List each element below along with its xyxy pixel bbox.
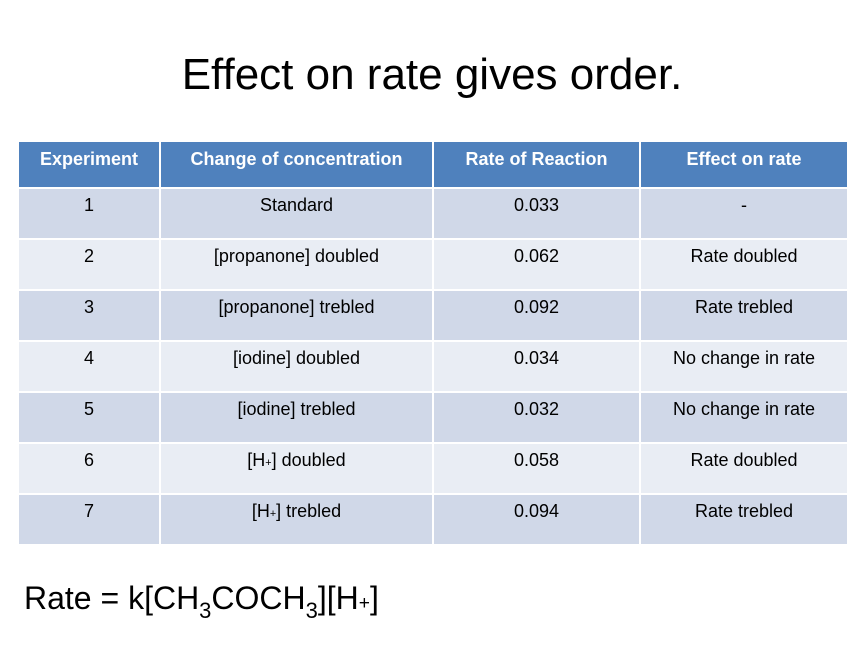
experiment-cell: 1: [17, 187, 161, 240]
equation-part-3: ][H: [317, 580, 359, 616]
header-rate-of-reaction: Rate of Reaction: [432, 140, 641, 189]
rate-cell: 0.062: [432, 238, 641, 291]
equation-part-2: COCH: [211, 580, 306, 616]
change-superscript: +: [265, 457, 272, 469]
effect-cell: -: [639, 187, 849, 240]
experiment-cell: 4: [17, 340, 161, 393]
rate-cell: 0.034: [432, 340, 641, 393]
change-prefix: [H: [251, 501, 270, 521]
equation-part-4: ]: [370, 580, 379, 616]
change-cell: [iodine] trebled: [159, 391, 434, 444]
experiment-cell: 7: [17, 493, 161, 546]
slide-title: Effect on rate gives order.: [181, 50, 683, 99]
rate-cell: 0.032: [432, 391, 641, 444]
table-row: 6 [H+] doubled 0.058 Rate doubled: [17, 442, 849, 495]
experiment-cell: 5: [17, 391, 161, 444]
table-row: 7 [H+] trebled 0.094 Rate trebled: [17, 493, 849, 546]
rate-cell: 0.094: [432, 493, 641, 546]
effect-cell: No change in rate: [639, 340, 849, 393]
effect-cell: Rate doubled: [639, 238, 849, 291]
change-suffix: ] trebled: [276, 501, 342, 521]
change-cell: [iodine] doubled: [159, 340, 434, 393]
table-row: 4 [iodine] doubled 0.034 No change in ra…: [17, 340, 849, 393]
change-cell: [H+] trebled: [159, 493, 434, 546]
equation-part-1: Rate = k[CH: [24, 580, 200, 616]
header-experiment: Experiment: [17, 140, 161, 189]
change-cell: [propanone] trebled: [159, 289, 434, 342]
change-cell: [propanone] doubled: [159, 238, 434, 291]
change-cell: [H+] doubled: [159, 442, 434, 495]
rate-cell: 0.033: [432, 187, 641, 240]
effect-cell: No change in rate: [639, 391, 849, 444]
rate-cell: 0.058: [432, 442, 641, 495]
rate-equation: Rate = k[CH3COCH3][H+]: [24, 580, 379, 622]
effect-cell: Rate doubled: [639, 442, 849, 495]
effect-cell: Rate trebled: [639, 493, 849, 546]
experiment-cell: 6: [17, 442, 161, 495]
rate-cell: 0.092: [432, 289, 641, 342]
effect-cell: Rate trebled: [639, 289, 849, 342]
table-row: 2 [propanone] doubled 0.062 Rate doubled: [17, 238, 849, 291]
equation-superscript: +: [358, 593, 370, 614]
experiment-cell: 3: [17, 289, 161, 342]
table-row: 1 Standard 0.033 -: [17, 187, 849, 240]
table-row: 5 [iodine] trebled 0.032 No change in ra…: [17, 391, 849, 444]
header-effect-on-rate: Effect on rate: [639, 140, 849, 189]
experiment-cell: 2: [17, 238, 161, 291]
change-prefix: [H: [247, 450, 266, 470]
rate-table: Experiment Change of concentration Rate …: [17, 140, 849, 546]
equation-subscript-1: 3: [199, 598, 212, 623]
equation-subscript-2: 3: [305, 598, 318, 623]
change-suffix: ] doubled: [271, 450, 346, 470]
table-header-row: Experiment Change of concentration Rate …: [17, 140, 849, 189]
header-change-of-concentration: Change of concentration: [159, 140, 434, 189]
change-superscript: +: [269, 508, 277, 520]
table-row: 3 [propanone] trebled 0.092 Rate trebled: [17, 289, 849, 342]
change-cell: Standard: [159, 187, 434, 240]
